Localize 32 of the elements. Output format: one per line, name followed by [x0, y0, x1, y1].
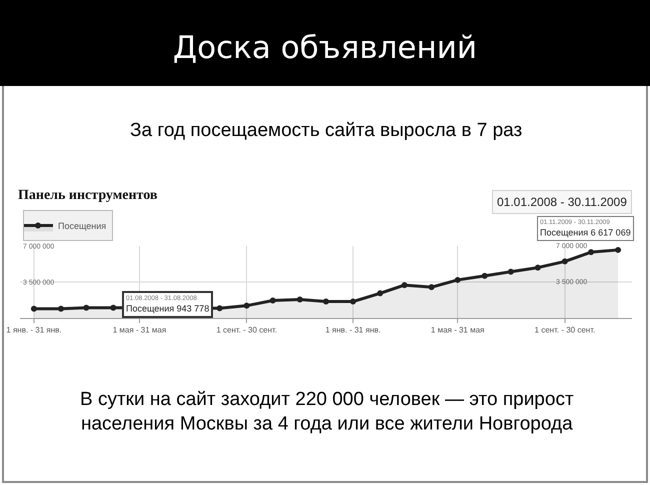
point: [401, 282, 408, 288]
x-tick-label: 1 янв. - 31 янв.: [6, 326, 62, 335]
point: [534, 264, 541, 271]
point: [377, 290, 384, 296]
x-tick-label: 1 сент. - 30 сент.: [216, 326, 277, 335]
legend-label: Посещения: [58, 221, 106, 232]
point: [588, 249, 594, 256]
x-tick-label: 1 сент. - 30 сент.: [534, 326, 596, 335]
point: [30, 306, 37, 312]
point: [508, 268, 514, 275]
chart-subtitle: За год посещаемость сайта выросла в 7 раз: [130, 120, 522, 141]
point: [296, 296, 303, 302]
x-tick-label: 1 мая - 31 мая: [430, 326, 484, 335]
point: [244, 302, 250, 309]
text: Панель инструментов: [18, 188, 158, 203]
x-tick-label: 1 янв. - 31 янв.: [325, 326, 381, 335]
point: [58, 306, 64, 312]
point: [270, 298, 276, 304]
point: [323, 298, 329, 305]
chart-title: Доска объявлений: [172, 30, 478, 66]
point: [562, 258, 568, 264]
point: [482, 272, 488, 279]
point: [454, 276, 461, 283]
text: В сутки на сайт заходит 220 000 человек — это прирост населения Москвы за 4 года или все жители Новгорода: [80, 389, 574, 435]
text: 01.01.2008 - 30.11.2009: [497, 195, 628, 209]
point: [216, 305, 223, 312]
x-tick-label: 1 мая - 31 мая: [112, 326, 166, 335]
point: [428, 284, 434, 290]
point: [615, 246, 622, 253]
point: [110, 304, 116, 311]
point: [83, 304, 90, 311]
point: [350, 298, 356, 305]
